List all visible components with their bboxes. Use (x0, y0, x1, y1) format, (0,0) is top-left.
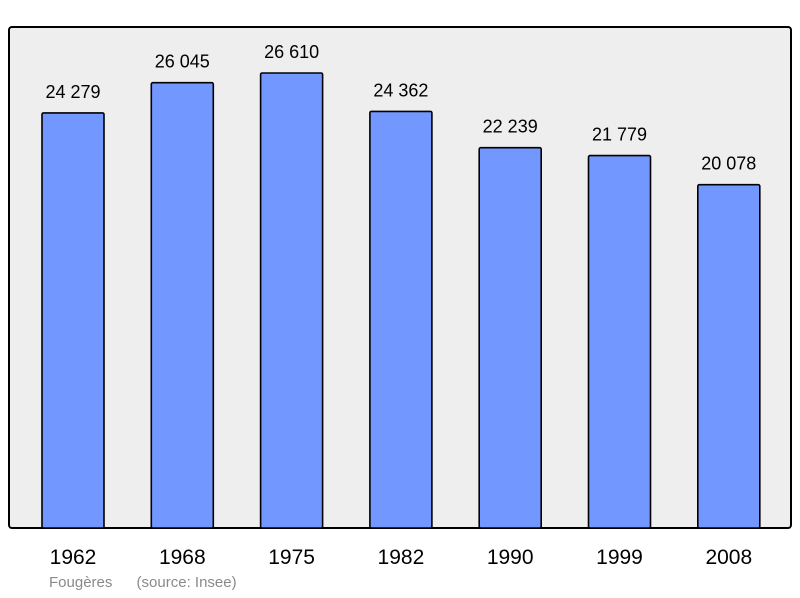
value-label-1982: 24 362 (373, 80, 428, 100)
value-label-1990: 22 239 (483, 117, 538, 137)
value-label-1975: 26 610 (264, 42, 319, 62)
bar-2008 (696, 183, 761, 529)
bar-1990 (478, 146, 543, 529)
x-tick-label-1999: 1999 (596, 546, 643, 569)
value-label-1962: 24 279 (45, 82, 100, 102)
caption-source: (source: Insee) (136, 574, 237, 591)
x-tick-label-1975: 1975 (268, 546, 315, 569)
value-label-2008: 20 078 (701, 154, 756, 174)
bar-1962 (41, 112, 105, 529)
bar-1982 (369, 110, 433, 529)
bar-1968 (150, 81, 215, 529)
chart-caption: Fougères (source: Insee) (49, 574, 237, 591)
bar-1975 (259, 72, 324, 529)
value-label-1999: 21 779 (592, 125, 647, 145)
caption-place: Fougères (49, 574, 113, 591)
bars-group (41, 72, 761, 529)
x-tick-label-1990: 1990 (487, 546, 534, 569)
x-tick-label-1968: 1968 (159, 546, 206, 569)
bar-1999 (587, 154, 652, 529)
value-labels-group: 24 279 26 045 26 610 24 362 22 239 21 779 20 0… (45, 42, 756, 174)
x-tick-label-1962: 1962 (50, 546, 97, 569)
x-tick-label-2008: 2008 (705, 546, 752, 569)
x-tick-labels-group: 1962 1968 1975 1982 1990 1999 2008 (50, 546, 753, 569)
value-label-1968: 26 045 (155, 52, 210, 72)
x-tick-label-1982: 1982 (378, 546, 425, 569)
